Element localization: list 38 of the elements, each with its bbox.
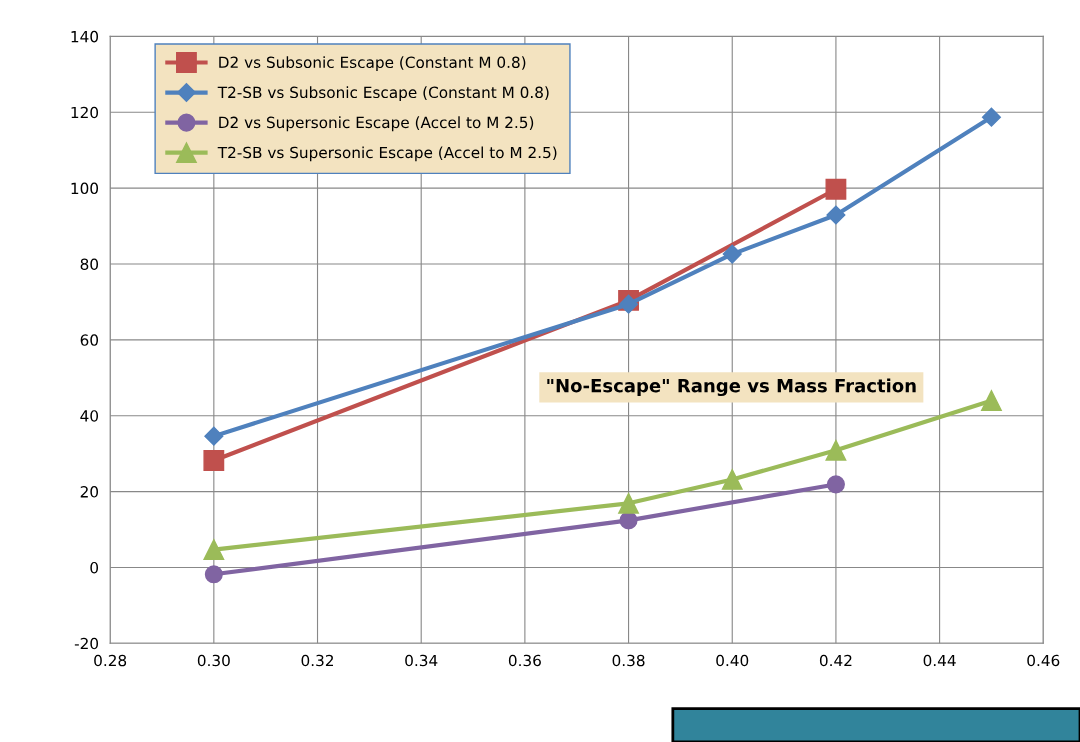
y-tick-label: -20 [74,637,99,650]
text: "No-Escape" Range vs Mass Fraction [547,378,916,397]
y-tick-label: 80 [80,258,99,270]
x-tick-label: 0.36 [508,654,541,667]
x-tick-label: 0.30 [197,654,230,667]
point [981,390,1002,411]
y-tick-label: 100 [71,182,99,195]
x-tick-label: 0.42 [819,654,852,667]
point [825,178,847,200]
y-tick-label: 120 [71,106,99,119]
legend-label: D2 vs Subsonic Escape (Constant M 0.8) [219,56,526,72]
x-tick-label: 0.38 [612,654,645,667]
point [826,205,846,225]
x-tick-label: 0.46 [1027,654,1060,667]
y-tick-label: 20 [80,486,99,498]
point [981,107,1001,127]
point [618,492,639,514]
y-tick-label: 60 [80,334,99,346]
point [204,565,223,584]
point [826,475,845,494]
x-tick-label: 0.40 [716,654,749,667]
x-tick-label: 0.28 [94,654,127,667]
point [619,294,639,314]
y-tick-label: 140 [71,30,99,43]
legend-label: T2-SB vs Subsonic Escape (Constant M 0.8) [217,86,549,102]
point [722,244,742,264]
x-tick-label: 0.32 [301,654,333,667]
point [203,539,225,561]
point [721,469,743,490]
legend-label: T2-SB vs Supersonic Escape (Accel to M 2.5) [217,146,557,162]
x-tick-label: 0.34 [405,654,438,667]
y-tick-label: 0 [90,561,99,574]
legend-label: D2 vs Supersonic Escape (Accel to M 2.5) [219,116,534,132]
point [204,426,224,446]
point [825,439,847,461]
point [203,450,225,471]
y-tick-label: 40 [80,410,99,422]
x-tick-label: 0.44 [923,654,956,667]
